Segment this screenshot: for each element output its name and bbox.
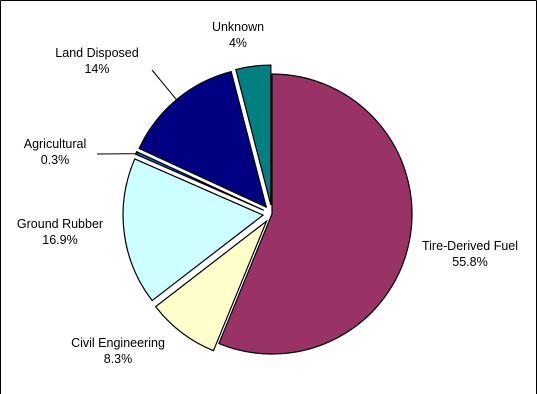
pie-slice-civil-engineering xyxy=(154,219,268,352)
leader-line-land-disposed xyxy=(151,69,179,102)
slice-label-tire-derived-fuel: Tire-Derived Fuel xyxy=(422,239,518,253)
slice-value-land-disposed: 14% xyxy=(84,62,109,76)
leaders-layer xyxy=(96,69,179,155)
pie-slice-unknown xyxy=(235,64,272,206)
labels-layer: Tire-Derived Fuel 55.8% Civil Engineering 8… xyxy=(17,20,518,366)
slice-label-land-disposed: Land Disposed xyxy=(55,46,138,60)
slice-label-ground-rubber: Ground Rubber xyxy=(17,217,103,231)
pie-slice-ground-rubber xyxy=(122,158,265,302)
slice-value-civil-engineering: 8.3% xyxy=(104,352,133,366)
slice-value-unknown: 4% xyxy=(229,36,247,50)
slice-value-tire-derived-fuel: 55.8% xyxy=(452,255,487,269)
slices-layer xyxy=(122,64,413,355)
pie-slice-tire-derived-fuel xyxy=(218,73,413,355)
slice-label-civil-engineering: Civil Engineering xyxy=(71,336,165,350)
slice-label-agricultural: Agricultural xyxy=(24,137,87,151)
slice-label-unknown: Unknown xyxy=(212,20,264,34)
slice-value-ground-rubber: 16.9% xyxy=(42,233,77,247)
slice-value-agricultural: 0.3% xyxy=(41,153,70,167)
